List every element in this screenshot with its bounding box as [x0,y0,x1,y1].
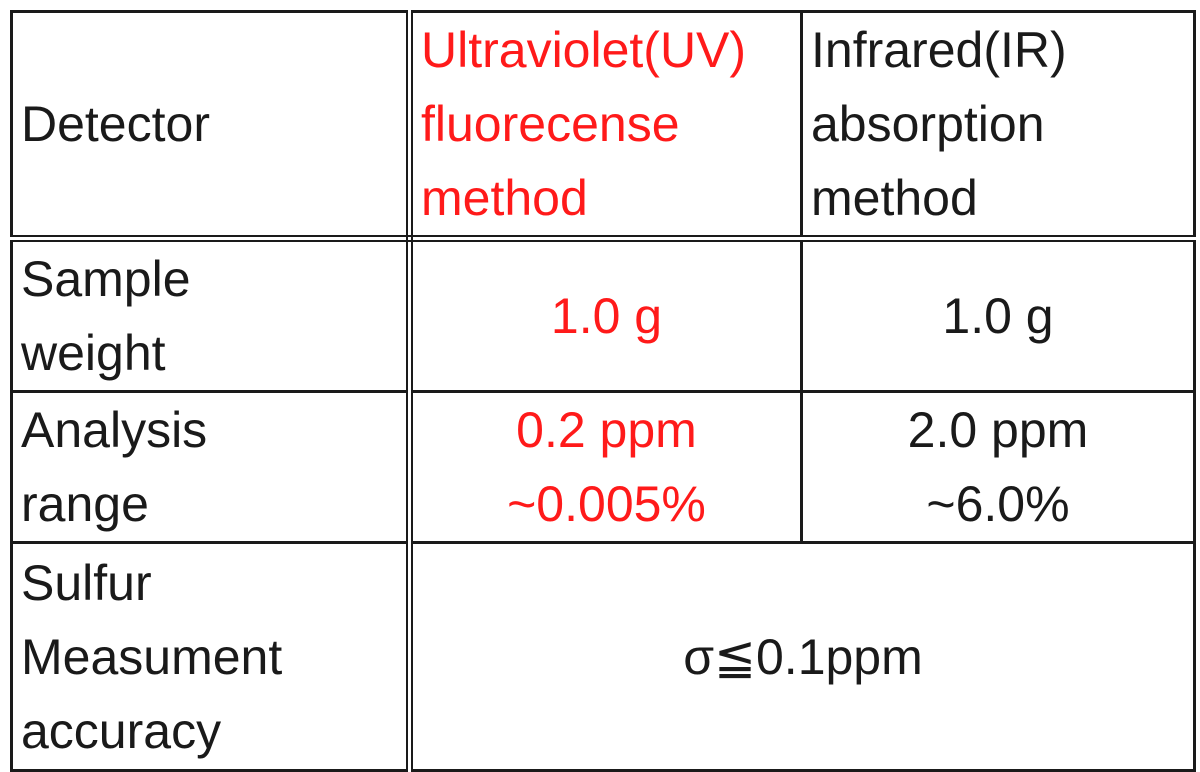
header-ir-line-1: Infrared(IR) [811,22,1067,78]
detector-comparison-table: Detector Ultraviolet(UV) fluorecense met… [10,10,1196,772]
uv-range-max: ~0.005% [507,476,706,532]
header-uv-line-3: method [421,170,588,226]
row-label-line: range [21,476,149,532]
row-label-line: Sample [21,251,191,307]
uv-analysis-range-cell: 0.2 ppm ~0.005% [408,390,803,544]
header-row: Detector Ultraviolet(UV) fluorecense met… [10,10,1196,242]
row-label-line: accuracy [21,702,222,759]
table-row: Sulfur Measument accuracy σ≦0.1ppm [10,541,1196,772]
table-row: Sample weight 1.0 g 1.0 g [10,237,1196,393]
ir-analysis-range-cell: 2.0 ppm ~6.0% [800,390,1196,544]
header-cell-ir: Infrared(IR) absorption method [800,10,1196,242]
uv-sample-weight-value: 1.0 g [550,288,663,344]
ir-sample-weight-value: 1.0 g [942,288,1054,344]
uv-range-min: 0.2 ppm [516,402,697,458]
row-label-line: Sulfur [21,554,152,611]
sulfur-accuracy-merged-cell: σ≦0.1ppm [408,541,1196,772]
ir-range-min: 2.0 ppm [907,402,1089,458]
row-label-line: Measument [21,628,283,685]
header-detector-label: Detector [21,96,210,152]
ir-sample-weight-cell: 1.0 g [800,237,1196,393]
header-ir-line-2: absorption [811,96,1045,152]
row-label-sample-weight: Sample weight [10,237,413,393]
sulfur-accuracy-value: σ≦0.1ppm [683,628,923,685]
header-uv-line-1: Ultraviolet(UV) [421,22,747,78]
header-ir-line-3: method [811,170,978,226]
spec-table-container: Detector Ultraviolet(UV) fluorecense met… [10,10,1196,772]
header-cell-uv: Ultraviolet(UV) fluorecense method [408,10,803,242]
ir-range-max: ~6.0% [926,476,1070,532]
row-label-line: weight [21,325,166,381]
header-cell-detector: Detector [10,10,413,242]
row-label-sulfur-accuracy: Sulfur Measument accuracy [10,541,413,772]
header-uv-line-2: fluorecense [421,96,680,152]
table-row: Analysis range 0.2 ppm ~0.005% 2.0 ppm ~… [10,390,1196,544]
uv-sample-weight-cell: 1.0 g [408,237,803,393]
row-label-line: Analysis [21,402,208,458]
row-label-analysis-range: Analysis range [10,390,413,544]
